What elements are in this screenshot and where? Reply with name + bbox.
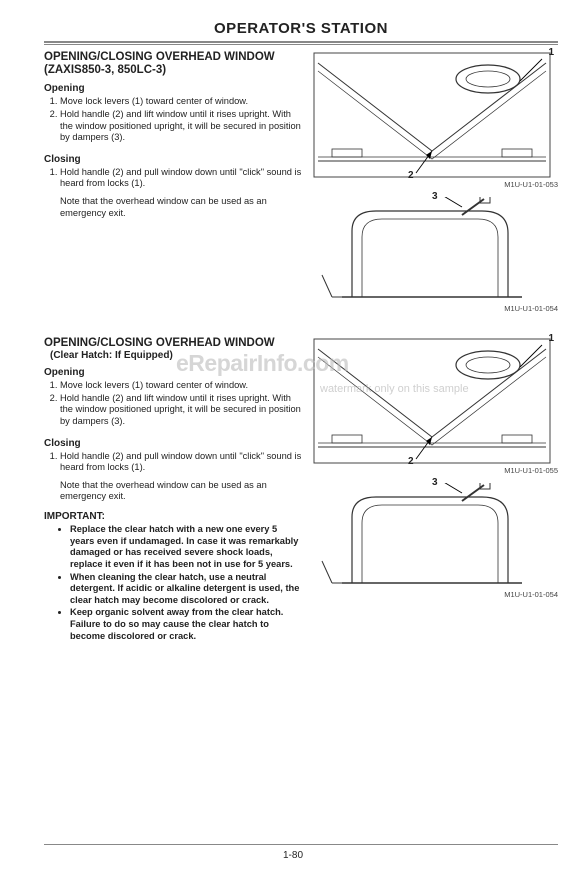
s1-opening-list: Move lock levers (1) toward center of wi… [44, 96, 304, 143]
s1-fig1: 1 2 M1U-U1-01-053 [312, 51, 558, 179]
page: OPERATOR'S STATION OPENING/CLOSING OVERH… [0, 0, 586, 653]
s2-heading: OPENING/CLOSING OVERHEAD WINDOW [44, 337, 304, 350]
s2-fig1-id: M1U-U1-01-055 [504, 466, 558, 475]
page-title: OPERATOR'S STATION [44, 20, 558, 41]
s1-heading: OPENING/CLOSING OVERHEAD WINDOW [44, 51, 304, 64]
s1-subheading: (ZAXIS850-3, 850LC-3) [44, 64, 304, 77]
overhead-window-diagram-2 [312, 337, 552, 465]
s1-fig2: 3 M1U-U1-01-054 [312, 197, 558, 303]
s2-fig2-id: M1U-U1-01-054 [504, 590, 558, 599]
section-1: OPENING/CLOSING OVERHEAD WINDOW (ZAXIS85… [44, 51, 558, 307]
s1-close-1: Hold handle (2) and pull window down unt… [60, 167, 304, 190]
s2-closing-list: Hold handle (2) and pull window down unt… [44, 451, 304, 474]
s1-open-1: Move lock levers (1) toward center of wi… [60, 96, 304, 108]
section-1-text: OPENING/CLOSING OVERHEAD WINDOW (ZAXIS85… [44, 51, 312, 307]
s1-open-2: Hold handle (2) and lift window until it… [60, 109, 304, 144]
s2-imp-3: Keep organic solvent away from the clear… [70, 607, 304, 642]
s2-open-1: Move lock levers (1) toward center of wi… [60, 380, 304, 392]
s2-fig2-callout-3: 3 [432, 477, 438, 488]
s2-subheading: (Clear Hatch: If Equipped) [44, 350, 304, 361]
s2-opening-h: Opening [44, 367, 304, 378]
s1-opening-h: Opening [44, 83, 304, 94]
s1-fig1-callout-2: 2 [408, 170, 414, 181]
page-number: 1-80 [0, 850, 586, 861]
s1-fig2-id: M1U-U1-01-054 [504, 304, 558, 313]
s2-opening-list: Move lock levers (1) toward center of wi… [44, 380, 304, 427]
s2-close-1: Hold handle (2) and pull window down unt… [60, 451, 304, 474]
s1-closing-h: Closing [44, 154, 304, 165]
s2-imp-1: Replace the clear hatch with a new one e… [70, 524, 304, 570]
s2-fig1: 1 2 M1U-U1-01-055 [312, 337, 558, 465]
s1-fig2-callout-3: 3 [432, 191, 438, 202]
s2-open-2: Hold handle (2) and lift window until it… [60, 393, 304, 428]
cab-side-diagram [312, 197, 552, 303]
s2-closing-h: Closing [44, 438, 304, 449]
rule-thick [44, 41, 558, 43]
s2-important-list: Replace the clear hatch with a new one e… [44, 524, 304, 642]
s1-note: Note that the overhead window can be use… [44, 196, 304, 219]
section-2: OPENING/CLOSING OVERHEAD WINDOW (Clear H… [44, 337, 558, 643]
section-2-figures: 1 2 M1U-U1-01-055 3 M1U-U1-01-054 [312, 337, 558, 643]
section-1-figures: 1 2 M1U-U1-01-053 [312, 51, 558, 307]
s2-note: Note that the overhead window can be use… [44, 480, 304, 503]
s2-imp-2: When cleaning the clear hatch, use a neu… [70, 572, 304, 607]
footer-rule [44, 844, 558, 845]
cab-side-diagram-2 [312, 483, 552, 589]
s1-fig1-id: M1U-U1-01-053 [504, 180, 558, 189]
section-2-text: OPENING/CLOSING OVERHEAD WINDOW (Clear H… [44, 337, 312, 643]
rule-thin [44, 44, 558, 45]
s2-important-h: IMPORTANT: [44, 511, 304, 522]
s2-fig2: 3 M1U-U1-01-054 [312, 483, 558, 589]
s2-fig1-callout-1: 1 [548, 333, 554, 344]
overhead-window-diagram [312, 51, 552, 179]
s2-fig1-callout-2: 2 [408, 456, 414, 467]
s1-fig1-callout-1: 1 [548, 47, 554, 58]
s1-closing-list: Hold handle (2) and pull window down unt… [44, 167, 304, 190]
